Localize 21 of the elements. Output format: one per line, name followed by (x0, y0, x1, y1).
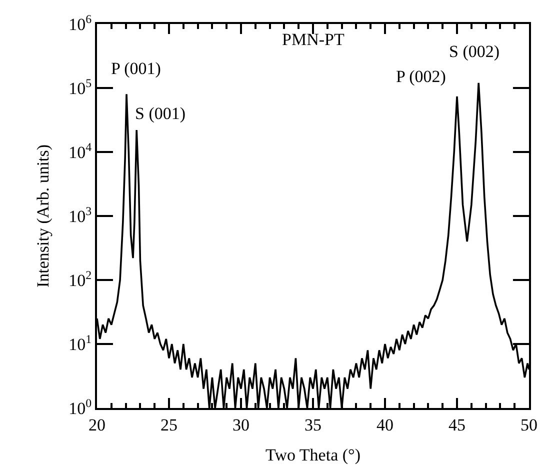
y-tick-label: 10$^{1}$ (68, 332, 92, 354)
x-tick-label: 20 (88, 415, 106, 434)
x-tick-label: 40 (376, 415, 394, 434)
x-tick-label: 35 (304, 415, 322, 434)
y-tick-label: 10$^{2}$ (68, 268, 92, 290)
x-tick-label: 30 (232, 415, 250, 434)
x-tick-label: 45 (448, 415, 466, 434)
x-axis-title: Two Theta (°) (266, 445, 360, 464)
x-tick-label: 25 (160, 415, 178, 434)
y-tick-label: 10$^{6}$ (68, 12, 92, 34)
y-tick-label: 10$^{4}$ (68, 140, 92, 162)
y-tick-label: 10$^{3}$ (68, 204, 92, 226)
annotation: S (001) (135, 104, 186, 123)
annotation: S (002) (449, 42, 500, 61)
y-axis-title: Intensity (Arb. units) (34, 144, 53, 288)
annotation: P (002) (396, 67, 446, 86)
annotation: P (001) (111, 59, 161, 78)
y-tick-label: 10$^{5}$ (68, 76, 92, 98)
x-tick-label: 50 (520, 415, 538, 434)
y-tick-label: 10$^{0}$ (68, 396, 92, 418)
annotation: PMN-PT (282, 30, 345, 49)
